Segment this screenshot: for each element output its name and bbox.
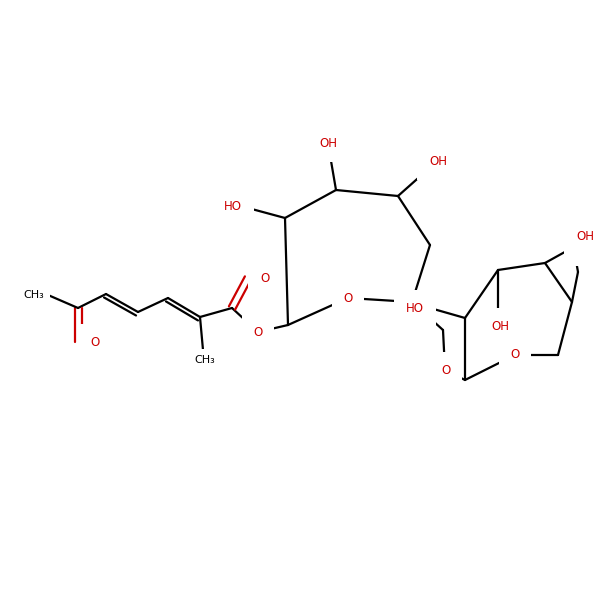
Text: OH: OH	[577, 241, 595, 254]
Text: OH: OH	[319, 137, 337, 150]
Text: HO: HO	[224, 199, 242, 212]
Text: O: O	[511, 349, 520, 361]
Text: O: O	[442, 364, 451, 377]
Text: OH: OH	[429, 155, 447, 168]
Text: OH: OH	[491, 320, 509, 333]
Text: O: O	[90, 335, 99, 349]
Text: O: O	[343, 292, 353, 304]
Text: O: O	[253, 325, 263, 338]
Text: O: O	[260, 271, 269, 284]
Text: CH₃: CH₃	[194, 355, 215, 365]
Text: CH₃: CH₃	[23, 290, 44, 300]
Text: HO: HO	[406, 301, 424, 314]
Text: OH: OH	[576, 229, 594, 242]
